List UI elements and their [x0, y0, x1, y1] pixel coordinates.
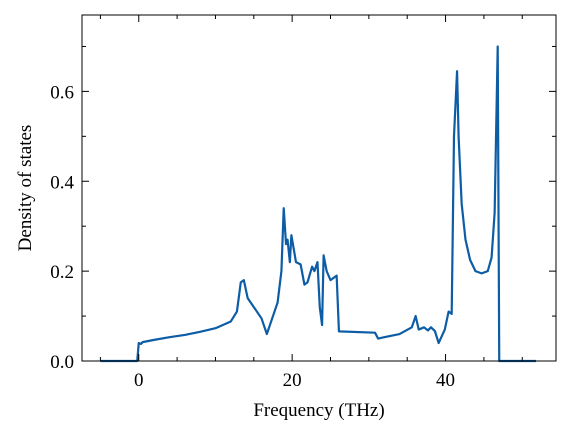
- x-axis-label: Frequency (THz): [253, 400, 384, 421]
- y-tick-label: 0.6: [50, 82, 74, 103]
- x-tick-label: 20: [283, 370, 302, 391]
- plot-frame: [81, 14, 557, 362]
- y-tick-label: 0.4: [50, 172, 74, 193]
- x-tick-label: 0: [134, 370, 144, 391]
- data-line: [100, 45, 537, 363]
- x-tick-label: 40: [436, 370, 455, 391]
- y-axis-label: Density of states: [15, 125, 36, 252]
- y-tick-label: 0.2: [50, 262, 74, 283]
- y-tick-label: 0.0: [50, 352, 74, 373]
